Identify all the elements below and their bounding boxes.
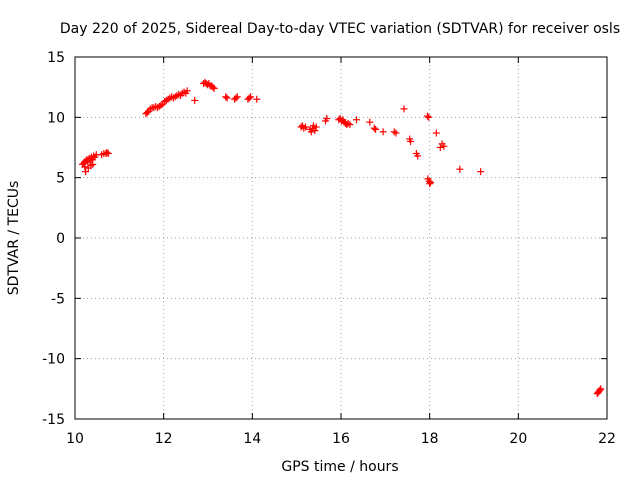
data-point [87, 162, 95, 170]
chart-title: Day 220 of 2025, Sidereal Day-to-day VTE… [60, 21, 620, 37]
data-point [346, 121, 354, 129]
data-point [400, 105, 408, 113]
y-tick-label: 0 [56, 231, 65, 247]
x-tick-label: 10 [66, 431, 84, 447]
grid-layer [75, 57, 607, 419]
y-tick-label: -10 [42, 352, 65, 368]
data-point [209, 83, 217, 91]
y-axis-label: SDTVAR / TECUs [6, 181, 22, 296]
data-point [222, 93, 230, 101]
data-point [370, 124, 378, 132]
data-point [183, 87, 191, 95]
data-point [103, 148, 111, 156]
data-point [223, 94, 231, 102]
data-point [390, 128, 398, 136]
data-point [596, 386, 604, 394]
x-tick-label: 12 [155, 431, 173, 447]
data-point [82, 168, 90, 176]
x-tick-label: 22 [598, 431, 616, 447]
x-tick-label: 14 [243, 431, 261, 447]
data-point [407, 137, 415, 145]
y-tick-label: -5 [51, 291, 65, 307]
data-point [191, 96, 199, 104]
data-point [423, 112, 431, 120]
data-point [366, 118, 374, 126]
data-point [477, 168, 485, 176]
data-point [440, 142, 448, 150]
y-tick-label: 5 [56, 171, 65, 187]
data-point [425, 113, 433, 121]
data-point [597, 385, 605, 393]
data-point [245, 94, 253, 102]
data-point [210, 84, 218, 92]
data-point [81, 163, 89, 171]
data-point [247, 93, 255, 101]
y-tick-label: 15 [47, 50, 65, 66]
data-point [379, 128, 387, 136]
data-point [253, 95, 261, 103]
data-point [392, 129, 400, 137]
data-point [426, 180, 434, 188]
data-point [312, 123, 320, 131]
data-point [353, 116, 361, 124]
data-point [307, 128, 315, 136]
data-point [372, 125, 380, 133]
data-point [233, 93, 241, 101]
y-tick-label: 10 [47, 110, 65, 126]
y-tick-label: -15 [42, 412, 65, 428]
data-point [456, 165, 464, 173]
data-point [414, 152, 422, 160]
data-point [432, 129, 440, 137]
data-point [104, 150, 112, 158]
tick-layer: 10 12 14 16 18 20 22 -15 -10 -5 0 5 10 15 [42, 50, 616, 447]
data-point [302, 123, 310, 131]
data-point [232, 94, 240, 102]
data-points [79, 78, 605, 398]
data-point [436, 144, 444, 151]
x-axis-label: GPS time / hours [281, 459, 398, 475]
data-point [311, 127, 319, 135]
data-point [323, 115, 331, 123]
x-tick-label: 18 [421, 431, 439, 447]
x-tick-label: 20 [509, 431, 527, 447]
data-point [427, 178, 435, 186]
x-tick-label: 16 [332, 431, 350, 447]
data-point [143, 109, 151, 117]
